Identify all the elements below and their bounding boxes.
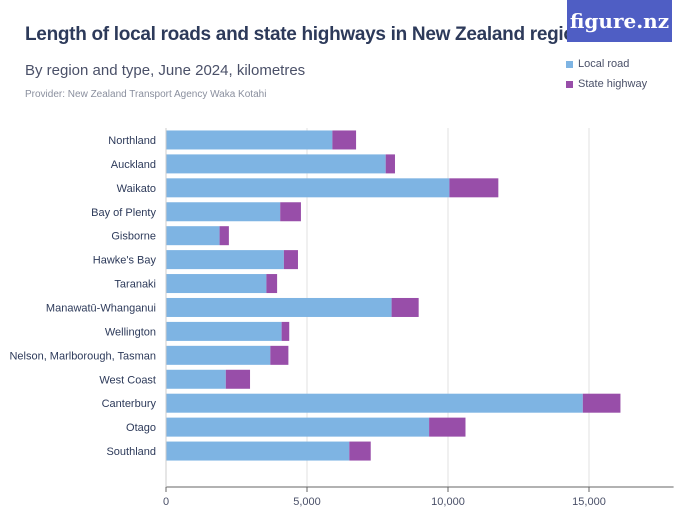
bar-local-road: [166, 417, 430, 437]
category-label: Gisborne: [111, 231, 156, 243]
x-tick-label: 0: [163, 496, 169, 508]
legend-swatch-state-highway: [566, 80, 573, 88]
category-label: Hawke's Bay: [93, 255, 157, 267]
bar-state-highway: [349, 441, 371, 461]
category-label: Taranaki: [114, 279, 156, 291]
x-tick-label: 5,000: [293, 496, 321, 508]
category-label: Northland: [108, 135, 156, 147]
category-label: Wellington: [105, 326, 156, 338]
bar-local-road: [166, 178, 450, 198]
legend-label: Local road: [578, 58, 630, 70]
chart-title: Length of local roads and state highways…: [25, 24, 597, 45]
bar-local-road: [166, 274, 267, 294]
bar-state-highway: [281, 321, 290, 341]
category-label: Auckland: [111, 159, 156, 171]
legend-swatch-local-road: [566, 60, 573, 68]
category-label: Bay of Plenty: [91, 207, 156, 219]
bar-state-highway: [280, 202, 301, 222]
bar-local-road: [166, 297, 392, 317]
category-label: Southland: [106, 446, 156, 458]
bar-state-highway: [391, 297, 419, 317]
provider-text: Provider: New Zealand Transport Agency W…: [25, 89, 267, 100]
legend: Local road State highway: [566, 54, 647, 94]
legend-item-state-highway: State highway: [566, 74, 647, 94]
chart-subtitle: By region and type, June 2024, kilometre…: [25, 62, 306, 79]
bar-state-highway: [225, 369, 251, 389]
bar-local-road: [166, 345, 271, 365]
bar-local-road: [166, 369, 226, 389]
bar-local-road: [166, 393, 583, 413]
bar-state-highway: [449, 178, 499, 198]
bar-local-road: [166, 250, 284, 270]
bar-state-highway: [582, 393, 621, 413]
category-label: Waikato: [117, 183, 156, 195]
bar-local-road: [166, 226, 220, 246]
category-label: West Coast: [99, 374, 156, 386]
bar-state-highway: [270, 345, 289, 365]
category-label: Nelson, Marlborough, Tasman: [9, 350, 156, 362]
legend-item-local-road: Local road: [566, 54, 647, 74]
x-tick-label: 10,000: [431, 496, 465, 508]
bar-local-road: [166, 130, 333, 150]
bar-state-highway: [283, 250, 298, 270]
bar-local-road: [166, 154, 386, 174]
bar-local-road: [166, 441, 350, 461]
x-tick-label: 15,000: [572, 496, 606, 508]
bar-local-road: [166, 202, 281, 222]
bar-state-highway: [385, 154, 395, 174]
category-label: Canterbury: [102, 398, 157, 410]
bar-local-road: [166, 321, 282, 341]
bar-state-highway: [266, 274, 278, 294]
figure-nz-logo[interactable]: figure.nz: [567, 0, 672, 42]
category-label: Otago: [126, 422, 156, 434]
bar-state-highway: [332, 130, 357, 150]
category-label: Manawatū-Whanganui: [46, 302, 156, 314]
bar-state-highway: [219, 226, 229, 246]
legend-label: State highway: [578, 78, 648, 90]
bar-state-highway: [429, 417, 466, 437]
